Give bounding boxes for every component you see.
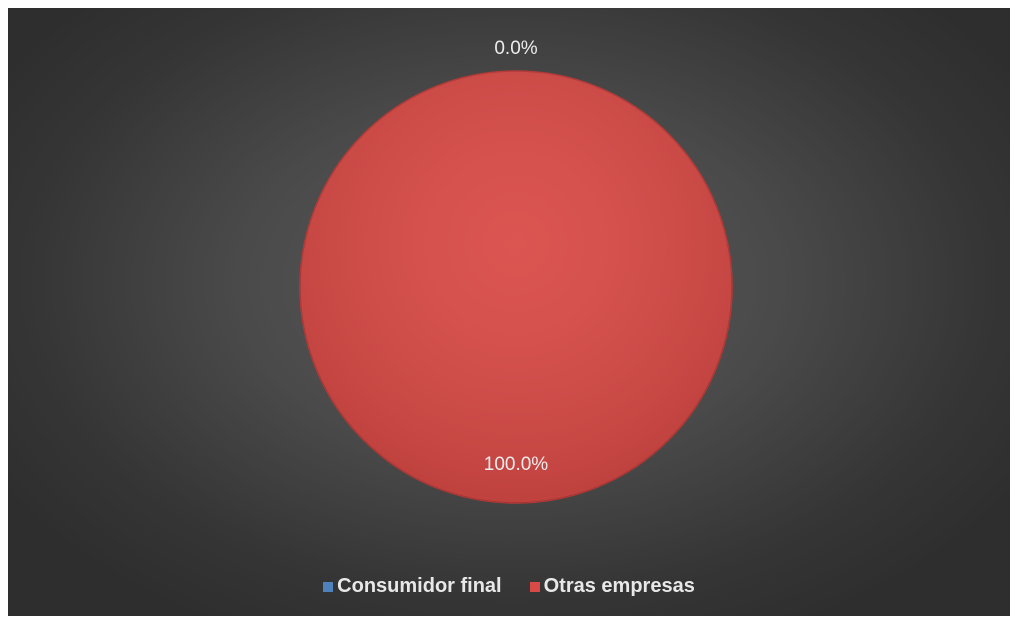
legend: Consumidor final Otras empresas [8,575,1010,598]
pie-chart: 0.0% 100.0% [299,38,733,504]
legend-item-consumidor-final[interactable]: Consumidor final [323,575,502,598]
legend-item-otras-empresas[interactable]: Otras empresas [529,575,695,598]
chart-area: 0.0% 100.0% Consumidor final Otras empres… [8,8,1010,616]
legend-label-consumidor-final: Consumidor final [337,575,502,597]
legend-swatch-otras-empresas [529,581,540,592]
pie-slice-otras-empresas-shade [300,71,732,503]
data-label-otras-empresas: 100.0% [484,454,549,475]
legend-swatch-consumidor-final [323,581,334,592]
legend-label-otras-empresas: Otras empresas [543,575,695,597]
data-label-consumidor-final: 0.0% [494,38,537,59]
